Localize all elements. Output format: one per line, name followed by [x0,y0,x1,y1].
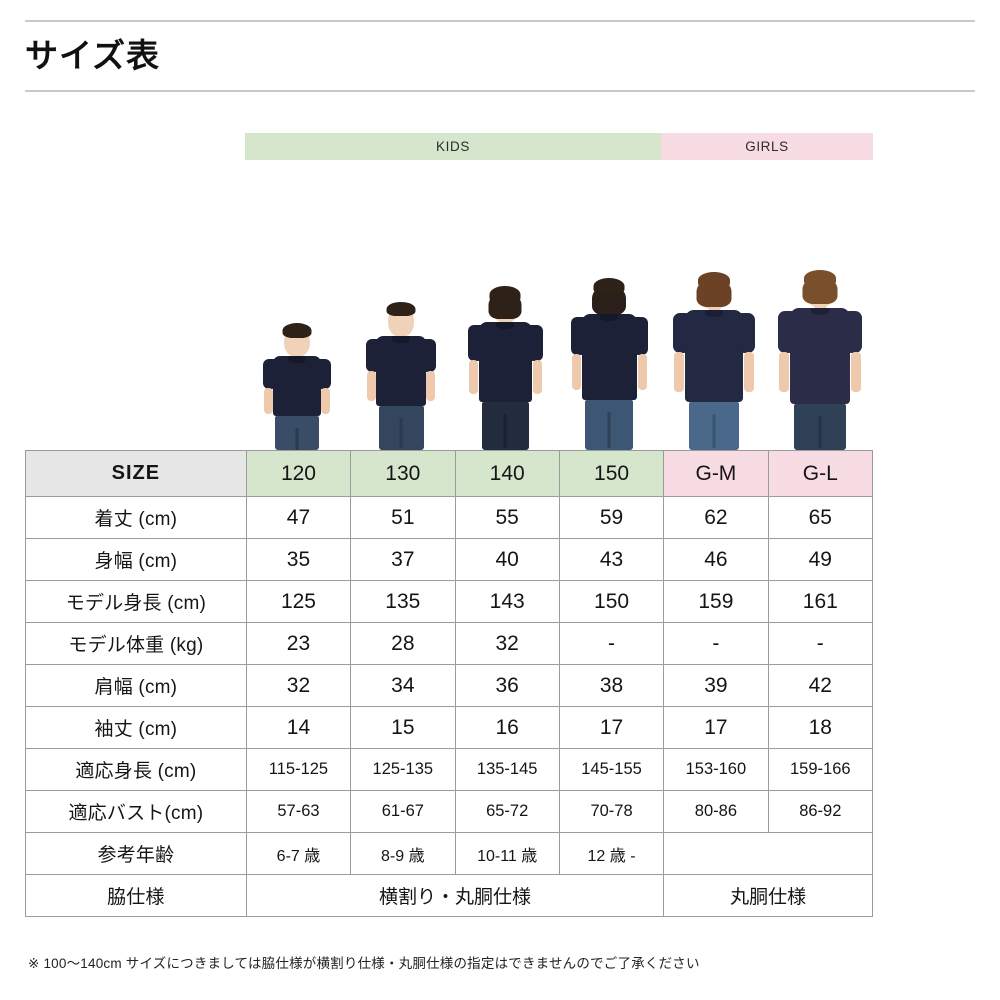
table-row: モデル身長 (cm) 125 135 143 150 159 161 [25,580,874,623]
model-figure-gl [767,210,873,450]
header-col-140: 140 [454,450,560,497]
cell-fit-bust-120: 57-63 [245,790,352,833]
cell-side-spec-kids: 横割り・丸胴仕様 [245,874,665,917]
cell-fit-bust-150: 70-78 [558,790,665,833]
cell-body-length-140: 55 [454,496,560,539]
cell-sleeve-length-gl: 18 [767,706,874,749]
cell-fit-height-140: 135-145 [454,748,560,791]
cell-reference-age-150: 12 歳 - [558,832,665,875]
cell-body-width-140: 40 [454,538,560,581]
cell-shoulder-width-gl: 42 [767,664,874,707]
row-label-shoulder-width: 肩幅 (cm) [25,664,247,707]
cell-body-length-gm: 62 [663,496,769,539]
footnote-text: ※ 100〜140cm サイズにつきましては脇仕様が横割り仕様・丸胴仕様の指定は… [28,956,700,971]
cell-fit-height-150: 145-155 [558,748,665,791]
cell-body-length-gl: 65 [767,496,874,539]
table-row: 身幅 (cm) 35 37 40 43 46 49 [25,538,874,581]
model-figure-150 [557,210,661,450]
cell-reference-age-130: 8-9 歳 [350,832,456,875]
cell-body-width-150: 43 [558,538,665,581]
cell-model-height-gm: 159 [663,580,769,623]
cell-sleeve-length-130: 15 [350,706,456,749]
cell-shoulder-width-150: 38 [558,664,665,707]
table-row: 参考年齢 6-7 歳 8-9 歳 10-11 歳 12 歳 - [25,832,873,875]
header-col-gl: G-L [767,450,874,497]
table-row: 肩幅 (cm) 32 34 36 38 39 42 [25,664,874,707]
model-photos [245,210,873,450]
cell-reference-age-girls [663,832,873,875]
title-block: サイズ表 [25,20,975,92]
cell-fit-height-gm: 153-160 [663,748,769,791]
table-row: 脇仕様 横割り・丸胴仕様 丸胴仕様 [25,874,873,917]
cell-reference-age-140: 10-11 歳 [454,832,560,875]
cell-body-width-gl: 49 [767,538,874,581]
cell-model-height-150: 150 [558,580,665,623]
band-kids: KIDS [245,133,661,160]
row-label-model-height: モデル身長 (cm) [25,580,247,623]
cell-body-width-gm: 46 [663,538,769,581]
header-col-120: 120 [245,450,352,497]
cell-model-weight-gm: - [663,622,769,665]
cell-side-spec-girls: 丸胴仕様 [663,874,873,917]
cell-fit-bust-gl: 86-92 [767,790,874,833]
header-col-130: 130 [350,450,456,497]
cell-model-height-140: 143 [454,580,560,623]
cell-model-weight-120: 23 [245,622,352,665]
cell-sleeve-length-gm: 17 [663,706,769,749]
row-label-body-length: 着丈 (cm) [25,496,247,539]
cell-model-weight-gl: - [767,622,874,665]
model-figure-140 [453,210,557,450]
cell-fit-height-120: 115-125 [245,748,352,791]
model-figure-gm [661,210,767,450]
cell-shoulder-width-gm: 39 [663,664,769,707]
cell-fit-bust-140: 65-72 [454,790,560,833]
cell-model-height-130: 135 [350,580,456,623]
cell-fit-bust-gm: 80-86 [663,790,769,833]
table-row: モデル体重 (kg) 23 28 32 - - - [25,622,874,665]
page-title: サイズ表 [25,36,161,74]
cell-shoulder-width-120: 32 [245,664,352,707]
cell-shoulder-width-140: 36 [454,664,560,707]
cell-body-length-130: 51 [350,496,456,539]
header-col-gm: G-M [663,450,769,497]
cell-model-height-gl: 161 [767,580,874,623]
cell-fit-height-gl: 159-166 [767,748,874,791]
cell-sleeve-length-150: 17 [558,706,665,749]
row-label-fit-height: 適応身長 (cm) [25,748,247,791]
cell-model-height-120: 125 [245,580,352,623]
cell-body-width-130: 37 [350,538,456,581]
table-row: 着丈 (cm) 47 51 55 59 62 65 [25,496,874,539]
cell-reference-age-120: 6-7 歳 [245,832,352,875]
size-table: SIZE 120 130 140 150 G-M G-L 着丈 (cm) 47 … [25,450,874,917]
cell-body-width-120: 35 [245,538,352,581]
cell-sleeve-length-120: 14 [245,706,352,749]
row-label-fit-bust: 適応バスト(cm) [25,790,247,833]
cell-fit-bust-130: 61-67 [350,790,456,833]
row-label-body-width: 身幅 (cm) [25,538,247,581]
table-row: 袖丈 (cm) 14 15 16 17 17 18 [25,706,874,749]
cell-model-weight-130: 28 [350,622,456,665]
band-girls: GIRLS [661,133,873,160]
table-header-row: SIZE 120 130 140 150 G-M G-L [25,450,874,497]
cell-body-length-120: 47 [245,496,352,539]
header-size-label: SIZE [25,450,247,497]
cell-sleeve-length-140: 16 [454,706,560,749]
model-figure-130 [349,210,453,450]
cell-body-length-150: 59 [558,496,665,539]
row-label-reference-age: 参考年齢 [25,832,247,875]
row-label-model-weight: モデル体重 (kg) [25,622,247,665]
cell-model-weight-150: - [558,622,665,665]
row-label-sleeve-length: 袖丈 (cm) [25,706,247,749]
category-bands: KIDS GIRLS [245,133,873,160]
row-label-side-spec: 脇仕様 [25,874,247,917]
cell-shoulder-width-130: 34 [350,664,456,707]
table-row: 適応身長 (cm) 115-125 125-135 135-145 145-15… [25,748,874,791]
cell-model-weight-140: 32 [454,622,560,665]
model-figure-120 [245,210,349,450]
header-col-150: 150 [558,450,665,497]
table-row: 適応バスト(cm) 57-63 61-67 65-72 70-78 80-86 … [25,790,874,833]
cell-fit-height-130: 125-135 [350,748,456,791]
